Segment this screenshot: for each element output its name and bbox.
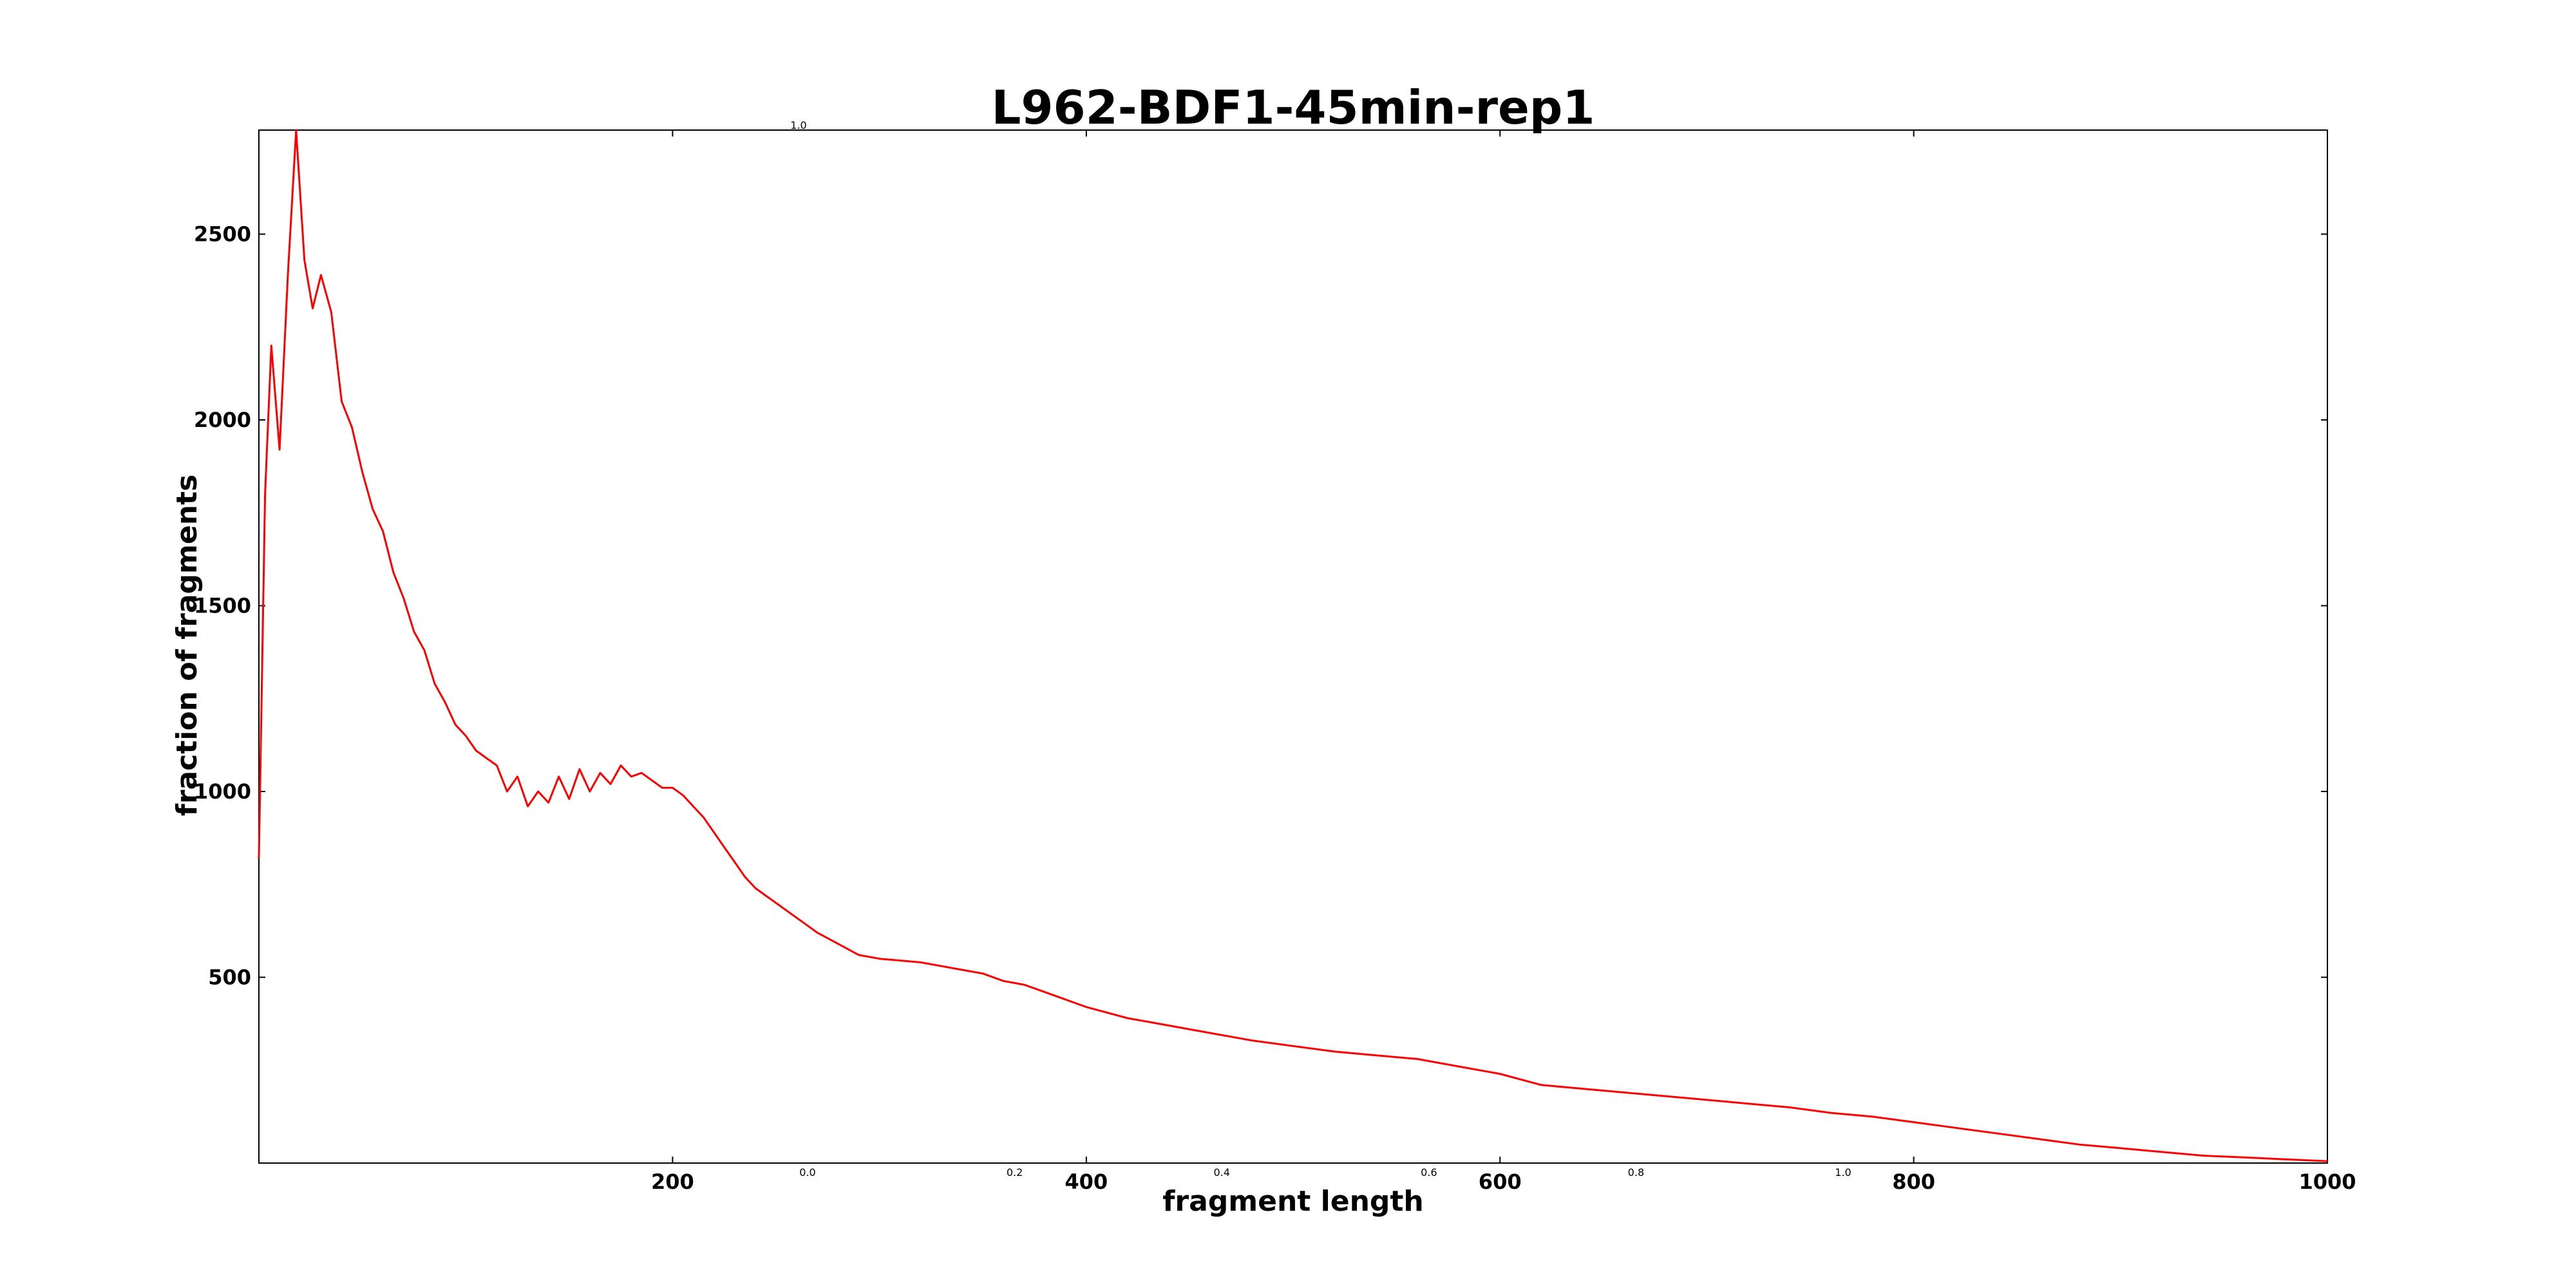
artifact-tick-label-top: 1.0	[790, 119, 806, 131]
artifact-tick-label: 0.4	[1213, 1166, 1229, 1179]
chart-title: L962-BDF1-45min-rep1	[992, 80, 1595, 135]
plot-frame	[258, 129, 2328, 1164]
series-line	[258, 129, 2328, 1162]
y-tick-label: 2500	[194, 222, 251, 247]
artifact-tick-label: 0.6	[1421, 1166, 1437, 1179]
y-axis-label: fraction of fragments	[171, 475, 204, 817]
y-tick-label: 500	[208, 965, 251, 990]
artifact-tick-label: 1.0	[1835, 1166, 1851, 1179]
x-tick-label: 400	[1065, 1170, 1108, 1194]
x-tick-label: 600	[1479, 1170, 1522, 1194]
x-tick-label: 200	[651, 1170, 694, 1194]
overlay-axis-artifact: 0.0 0.2 0.4 0.6 0.8 1.0 1.0	[790, 119, 1851, 1179]
artifact-tick-label: 0.2	[1007, 1166, 1023, 1179]
y-tick-label: 2000	[194, 408, 251, 432]
y-tick-label: 1000	[194, 779, 251, 804]
artifact-tick-label: 0.8	[1628, 1166, 1644, 1179]
x-tick-label: 1000	[2298, 1170, 2356, 1194]
x-axis-label: fragment length	[1162, 1185, 1424, 1218]
artifact-tick-label: 0.0	[799, 1166, 815, 1179]
y-tick-label: 1500	[194, 594, 251, 618]
y-axis: 500 1000 1500 2000 2500	[194, 222, 2327, 990]
x-tick-label: 800	[1892, 1170, 1935, 1194]
x-axis: 200 400 600 800 1000	[651, 130, 2356, 1194]
